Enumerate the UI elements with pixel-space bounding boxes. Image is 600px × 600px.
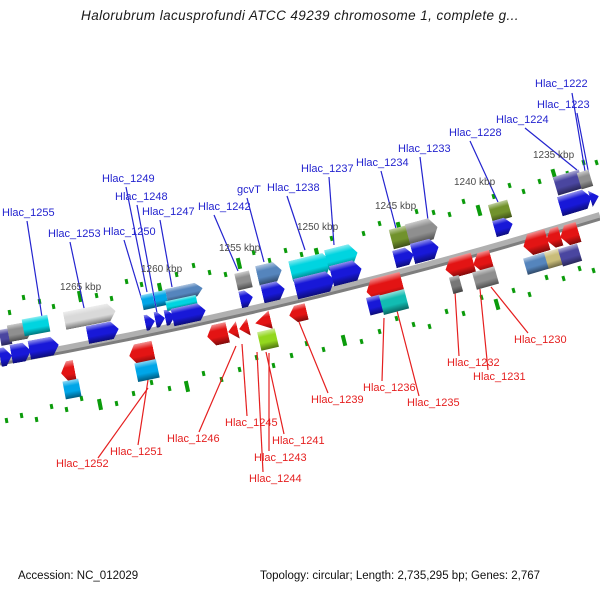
blue-callout-line <box>125 186 148 293</box>
red-callout-line <box>198 345 237 433</box>
red-callout-line <box>394 302 420 397</box>
ruler-position-label: 1265 kbp <box>60 282 102 293</box>
gene-label[interactable]: Hlac_1223 <box>537 99 590 111</box>
gene-label[interactable]: Hlac_1234 <box>356 157 409 169</box>
gene-label[interactable]: Hlac_1255 <box>2 207 55 219</box>
gene-label[interactable]: Hlac_1232 <box>447 357 500 369</box>
gene-label[interactable]: Hlac_1247 <box>142 206 195 218</box>
gene-label[interactable]: Hlac_1238 <box>267 182 320 194</box>
footer-accession: Accession: NC_012029 <box>18 570 139 582</box>
gene-label[interactable]: Hlac_1237 <box>301 163 354 175</box>
gene-label[interactable]: Hlac_1253 <box>48 228 101 240</box>
red-callout-line <box>381 317 385 382</box>
blue-callout-line <box>26 220 43 318</box>
blue-callout-line <box>159 219 173 288</box>
gene-label[interactable]: Hlac_1243 <box>254 452 307 464</box>
footer-stats: Topology: circular; Length: 2,735,295 bp… <box>260 570 541 582</box>
blue-callout-line <box>246 197 265 263</box>
gene-label[interactable]: Hlac_1248 <box>115 191 168 203</box>
red-callout-line <box>97 387 149 459</box>
gene-label[interactable]: Hlac_1241 <box>272 435 325 447</box>
red-callout-line <box>479 288 489 371</box>
gene-label[interactable]: Hlac_1228 <box>449 127 502 139</box>
red-callout-line <box>256 351 264 473</box>
gene-label[interactable]: Hlac_1249 <box>102 173 155 185</box>
gene-label[interactable]: Hlac_1222 <box>535 78 588 90</box>
gene-label[interactable]: Hlac_1233 <box>398 143 451 155</box>
ruler-position-label: 1260 kbp <box>141 264 183 275</box>
red-callout-line <box>298 321 329 394</box>
gene-label[interactable]: Hlac_1230 <box>514 334 567 346</box>
gene-label[interactable]: Hlac_1224 <box>496 114 549 126</box>
gene-label[interactable]: Hlac_1251 <box>110 446 163 458</box>
gene-label[interactable]: Hlac_1244 <box>249 473 302 485</box>
gene-label[interactable]: Hlac_1252 <box>56 458 109 470</box>
blue-callout-line <box>571 92 586 172</box>
gene-label[interactable]: Hlac_1231 <box>473 371 526 383</box>
ruler-position-label: 1240 kbp <box>454 177 496 188</box>
sequence-title: Halorubrum lacusprofundi ATCC 49239 chro… <box>81 8 519 23</box>
ruler-position-label: 1250 kbp <box>297 222 339 233</box>
blue-callout-line <box>286 195 306 251</box>
blue-callout-line <box>213 214 239 272</box>
gene-label[interactable]: Hlac_1246 <box>167 433 220 445</box>
blue-callout-line <box>576 112 590 176</box>
red-callout-line <box>241 343 248 417</box>
red-callout-line <box>454 291 460 357</box>
gene-label[interactable]: gcvT <box>237 184 261 196</box>
red-callout-line <box>137 366 151 446</box>
blue-callout-line <box>328 176 335 246</box>
gene-label[interactable]: Hlac_1236 <box>363 382 416 394</box>
callout-lines-group <box>26 92 590 473</box>
blue-callout-line <box>419 156 429 221</box>
ruler-position-label: 1245 kbp <box>375 201 417 212</box>
gene-label[interactable]: Hlac_1239 <box>311 394 364 406</box>
gene-label[interactable]: Hlac_1245 <box>225 417 278 429</box>
gene-label[interactable]: Hlac_1250 <box>103 226 156 238</box>
red-callout-line <box>490 286 529 334</box>
blue-callout-line <box>123 239 143 301</box>
genome-backbone-shadow <box>0 217 600 366</box>
gene-label[interactable]: Hlac_1242 <box>198 201 251 213</box>
blue-callout-line <box>469 140 499 203</box>
ruler-position-label: 1255 kbp <box>219 243 261 254</box>
blue-callout-line <box>524 127 578 171</box>
gene-label[interactable]: Hlac_1235 <box>407 397 460 409</box>
ruler-position-label: 1235 kbp <box>533 150 575 161</box>
